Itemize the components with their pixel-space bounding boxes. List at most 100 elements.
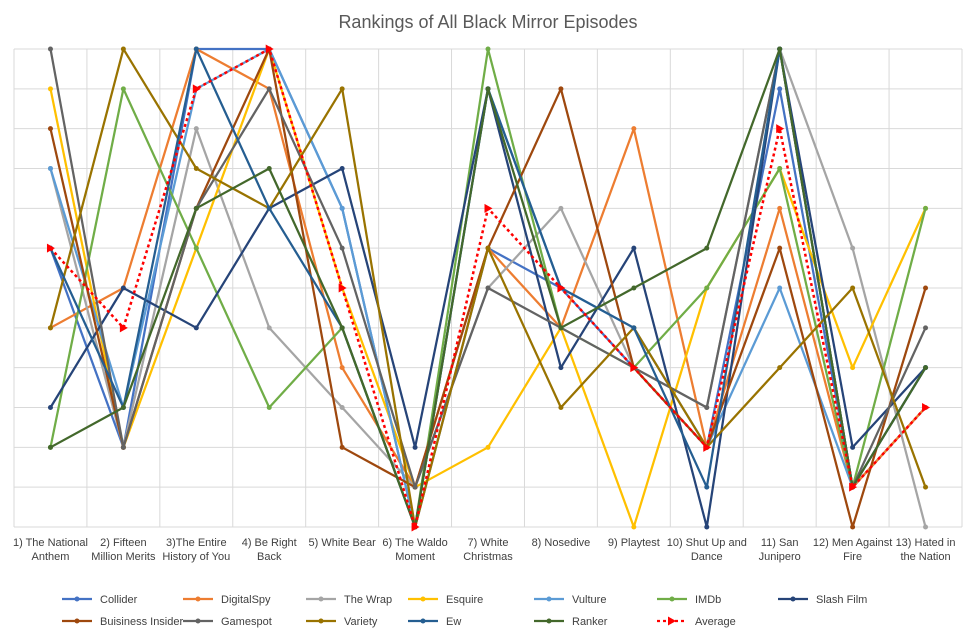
- legend-marker: [195, 618, 201, 624]
- legend-item: Buisiness Insider: [62, 616, 183, 628]
- data-point: [339, 365, 345, 371]
- data-point: [193, 166, 199, 171]
- data-point: [849, 482, 858, 492]
- data-point: [46, 243, 55, 253]
- x-tick-label: 11) San Junipero: [759, 537, 801, 563]
- data-point: [923, 484, 929, 490]
- data-point: [193, 325, 199, 331]
- data-point: [485, 245, 491, 251]
- data-point: [412, 444, 418, 450]
- data-point: [776, 124, 785, 134]
- data-point: [120, 285, 126, 291]
- legend-item: Ew: [408, 616, 461, 628]
- legend-marker: [546, 596, 552, 602]
- legend-marker: [74, 596, 80, 602]
- data-point: [485, 86, 491, 92]
- data-point: [850, 444, 856, 450]
- legend-marker: [420, 596, 426, 602]
- data-point: [339, 205, 345, 211]
- legend-item: Collider: [62, 594, 138, 606]
- legend-marker: [668, 616, 676, 626]
- legend-marker: [318, 596, 324, 602]
- data-point: [265, 44, 274, 54]
- x-tick-label: 1) The National Anthem: [13, 537, 88, 563]
- data-point: [411, 522, 420, 532]
- data-point: [266, 86, 272, 92]
- data-point: [484, 203, 493, 213]
- legend-item: Ranker: [534, 616, 608, 628]
- legend-marker: [790, 596, 796, 602]
- legend-label: Buisiness Insider: [100, 616, 183, 628]
- data-point: [704, 484, 710, 490]
- data-point: [120, 444, 126, 450]
- data-point: [558, 205, 564, 211]
- data-point: [631, 524, 637, 530]
- data-point: [339, 325, 345, 331]
- data-point: [558, 405, 564, 410]
- data-point: [777, 166, 783, 171]
- data-point: [339, 444, 345, 450]
- legend-marker: [669, 596, 675, 602]
- legend-label: DigitalSpy: [221, 594, 271, 606]
- x-tick-label: 3)The Entire History of You: [162, 537, 230, 563]
- chart-title: Rankings of All Black Mirror Episodes: [338, 12, 637, 32]
- data-point: [922, 403, 931, 412]
- legend-item: The Wrap: [306, 594, 392, 606]
- data-point: [485, 46, 491, 52]
- legend-item: Vulture: [534, 594, 606, 606]
- data-point: [704, 245, 710, 251]
- x-tick-label: 6) The Waldo Moment: [382, 537, 447, 563]
- legend-label: Vulture: [572, 594, 606, 606]
- legend-item: Slash Film: [778, 594, 867, 606]
- data-point: [339, 245, 345, 251]
- data-point: [631, 245, 637, 251]
- x-tick-label: 12) Men Against Fire: [813, 537, 893, 563]
- data-point: [558, 86, 564, 92]
- x-tick-label: 2) Fifteen Million Merits: [91, 537, 156, 563]
- data-point: [923, 365, 929, 371]
- data-point: [120, 46, 126, 52]
- data-point: [339, 166, 345, 171]
- data-point: [339, 405, 345, 410]
- data-point: [485, 285, 491, 291]
- data-point: [266, 405, 272, 410]
- data-point: [47, 444, 53, 450]
- data-point: [193, 245, 199, 251]
- data-point: [777, 365, 783, 371]
- legend-label: Ranker: [572, 616, 608, 628]
- data-point: [412, 484, 418, 490]
- data-point: [777, 46, 783, 52]
- data-point: [704, 524, 710, 530]
- data-point: [266, 166, 272, 171]
- legend: Collider DigitalSpy The Wrap Esquire Vulture…: [62, 594, 867, 628]
- legend-label: The Wrap: [344, 594, 392, 606]
- data-point: [850, 365, 856, 371]
- legend-marker: [74, 618, 80, 624]
- legend-label: Esquire: [446, 594, 483, 606]
- data-point: [266, 205, 272, 211]
- legend-label: IMDb: [695, 594, 721, 606]
- data-point: [923, 524, 929, 530]
- data-point: [338, 283, 347, 293]
- data-point: [192, 84, 201, 94]
- data-point: [850, 285, 856, 291]
- data-point: [631, 325, 637, 331]
- data-point: [777, 285, 783, 291]
- data-point: [47, 166, 53, 171]
- data-point: [923, 205, 929, 211]
- series-digitalspy: [47, 46, 929, 490]
- data-point: [193, 46, 199, 52]
- legend-label: Ew: [446, 616, 461, 628]
- legend-marker: [318, 618, 324, 624]
- legend-item: DigitalSpy: [183, 594, 271, 606]
- data-point: [193, 126, 199, 132]
- data-point: [47, 325, 53, 331]
- data-point: [47, 126, 53, 132]
- data-point: [777, 86, 783, 92]
- series-average: [46, 44, 931, 532]
- data-point: [119, 323, 128, 333]
- x-tick-label: 8) Nosedive: [532, 537, 591, 549]
- legend-item: Variety: [306, 616, 378, 628]
- x-tick-label: 9) Playtest: [608, 537, 660, 549]
